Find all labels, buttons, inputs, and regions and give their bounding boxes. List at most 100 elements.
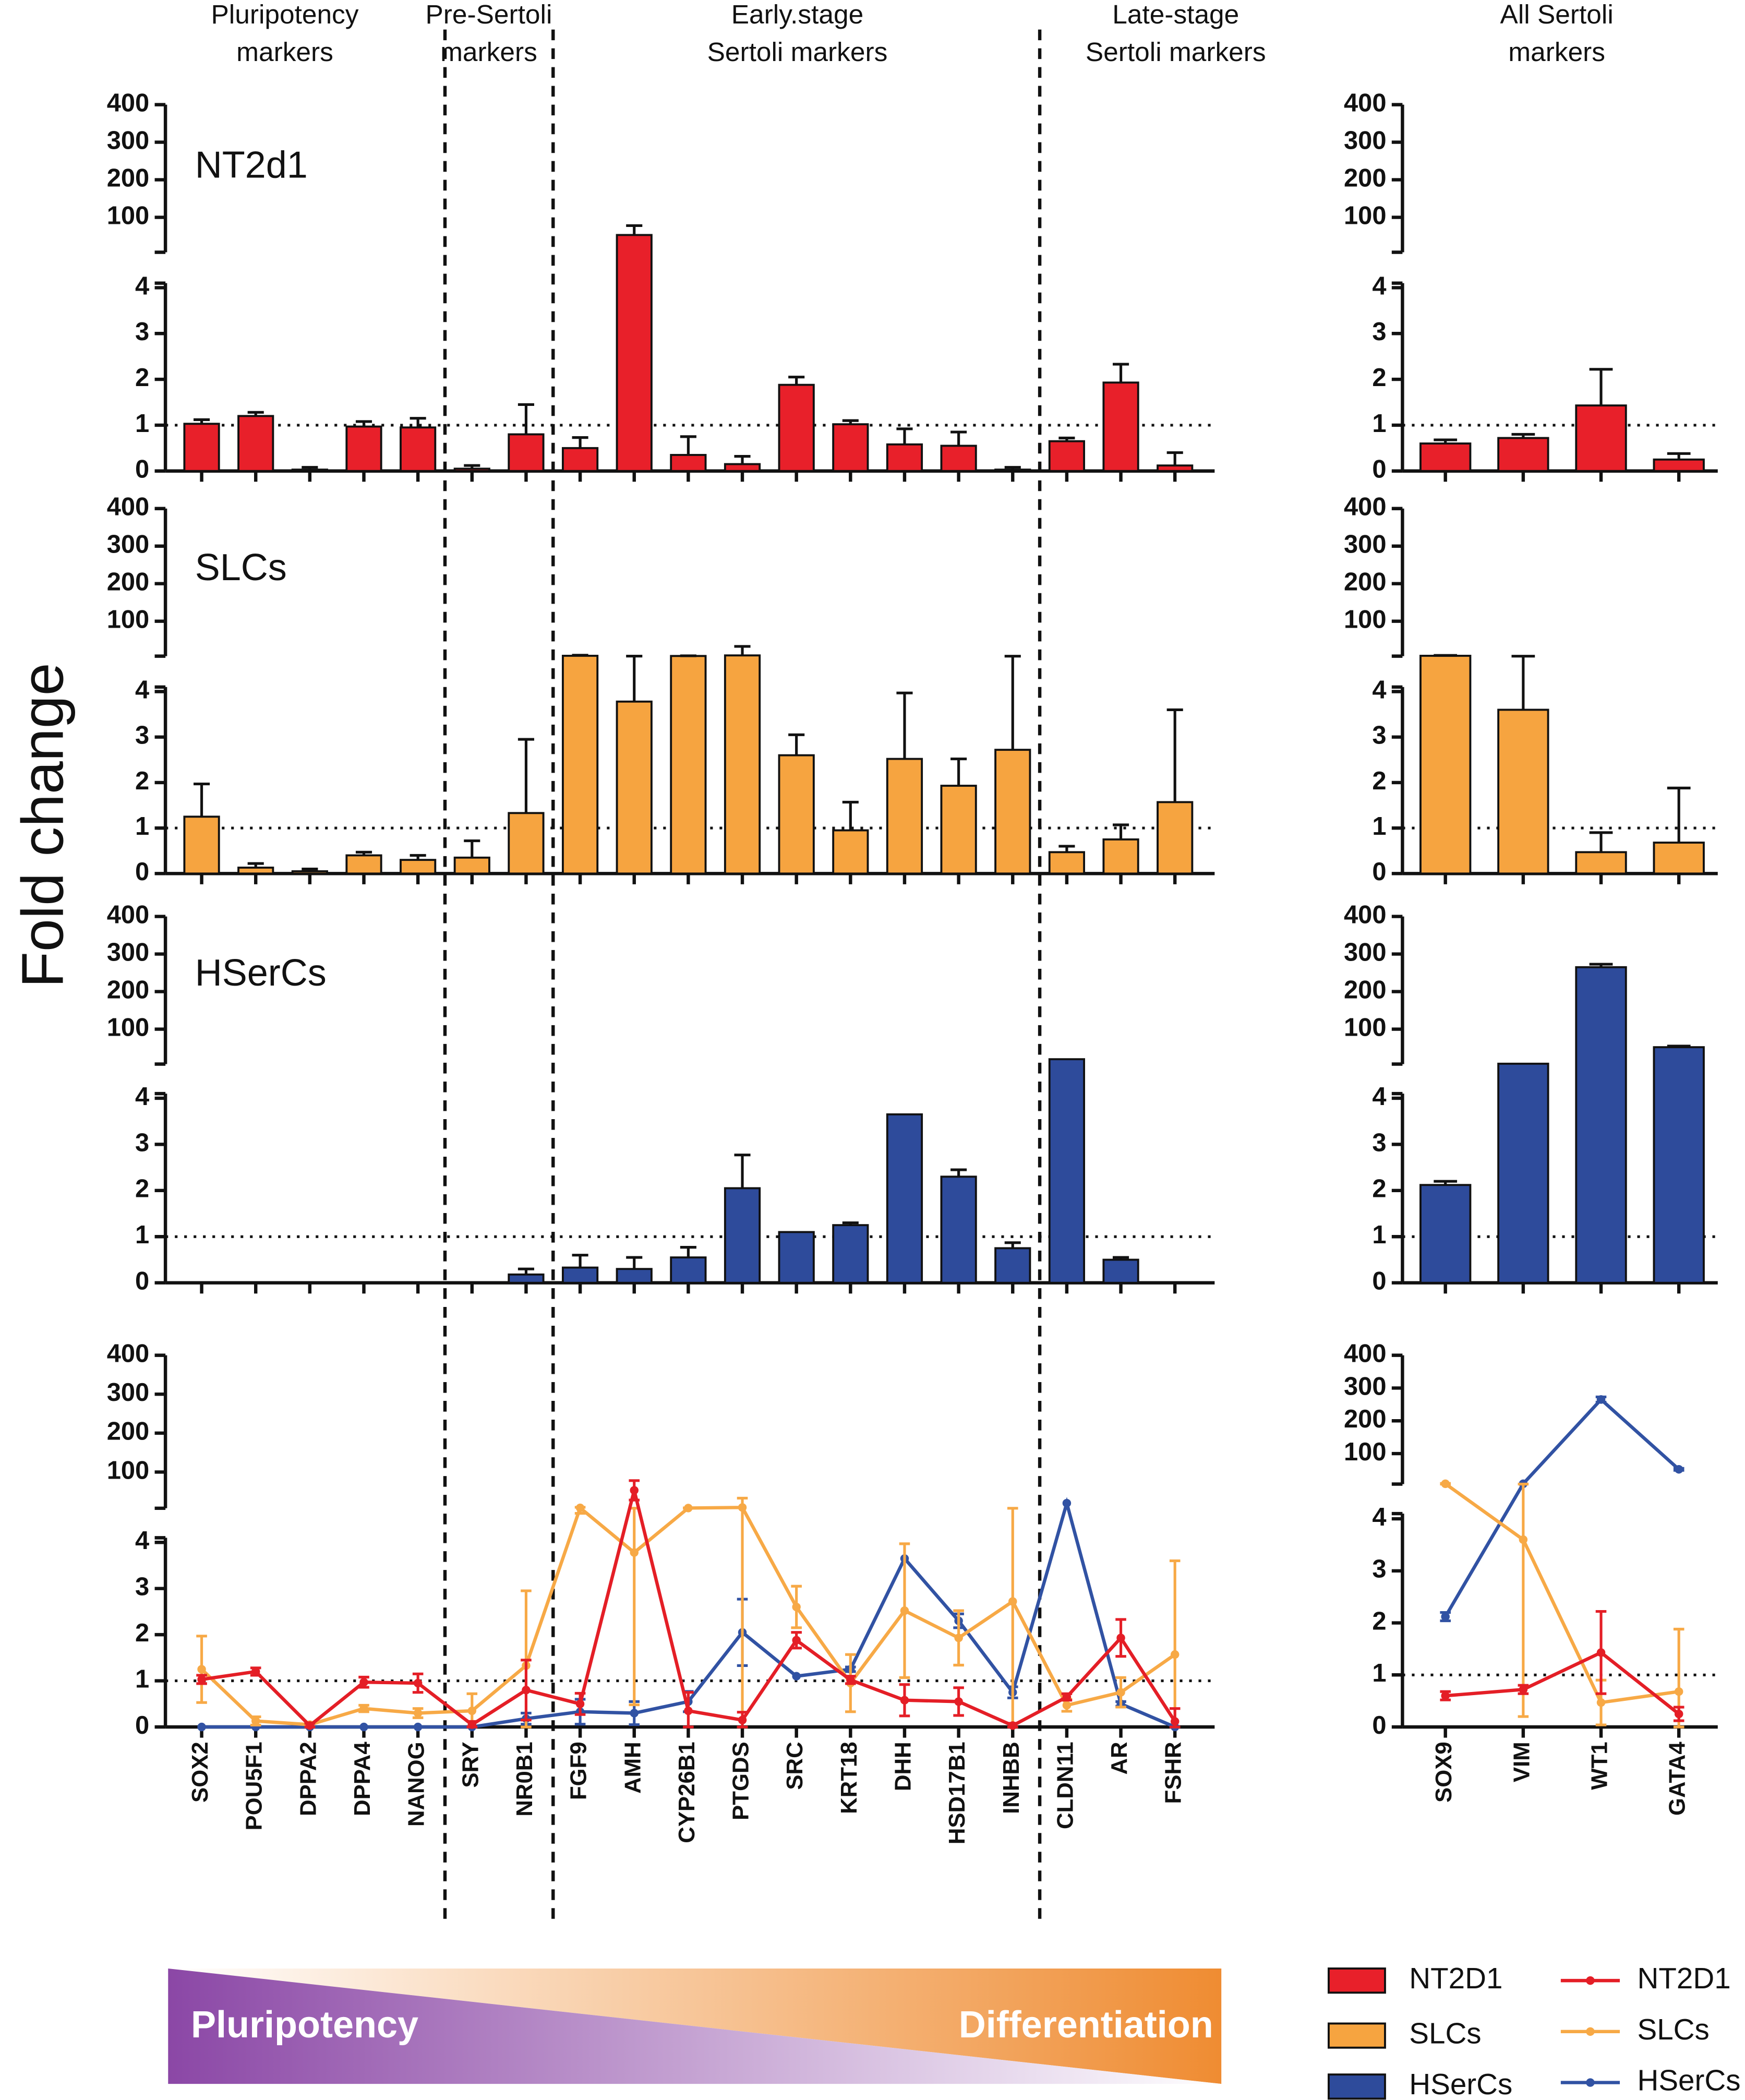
y-tick-label: 0 — [1372, 1711, 1386, 1739]
x-tick-label: FSHR — [1161, 1742, 1186, 1804]
bar — [1102, 1258, 1139, 1284]
line-marker — [1674, 1709, 1683, 1719]
line-marker — [251, 1667, 260, 1676]
y-tick-label: 400 — [107, 493, 150, 521]
x-tick-label: DPPA4 — [350, 1742, 375, 1816]
bar — [994, 469, 1031, 472]
bar — [832, 829, 869, 875]
bar — [1419, 1184, 1472, 1284]
y-tick-label: 300 — [107, 938, 150, 966]
error-bar — [194, 418, 210, 424]
section-title-line: Sertoli markers — [707, 36, 888, 66]
section-title-line: Pluripotency — [211, 0, 359, 29]
y-tick-label: 0 — [135, 1267, 149, 1295]
bar — [453, 856, 490, 875]
panel-label: HSerCs — [195, 952, 327, 994]
section-title: Late-stage Sertoli markers — [1086, 0, 1266, 66]
y-tick-label: 200 — [107, 1418, 150, 1446]
bar — [724, 1187, 761, 1284]
line-marker — [846, 1675, 855, 1685]
error-bar — [302, 466, 318, 470]
bar — [400, 426, 437, 472]
y-tick-label: 100 — [1344, 201, 1387, 230]
y-tick-label: 2 — [1372, 1175, 1386, 1203]
y-tick-label: 300 — [1344, 938, 1387, 966]
line-marker — [1062, 1701, 1072, 1710]
x-tick-label: CLDN11 — [1052, 1742, 1078, 1829]
bar — [724, 463, 761, 472]
error-bar — [1113, 363, 1129, 383]
line-marker — [1596, 1648, 1606, 1657]
y-tick-label: 2 — [1372, 767, 1386, 795]
bar — [616, 234, 653, 472]
line-marker — [792, 1636, 801, 1645]
x-tick-label: AMH — [620, 1742, 645, 1794]
y-tick-label: 400 — [1344, 1340, 1387, 1368]
y-tick-label: 4 — [135, 272, 149, 300]
y-tick-label: 300 — [1344, 126, 1387, 154]
line-marker — [792, 1602, 801, 1612]
y-tick-label: 4 — [135, 1083, 149, 1111]
y-tick-label: 200 — [1344, 976, 1387, 1004]
bar — [291, 469, 328, 472]
y-tick-label: 100 — [1344, 1438, 1387, 1466]
line-marker — [900, 1606, 909, 1615]
line-marker — [413, 1678, 423, 1688]
x-tick-label: INHBB — [998, 1742, 1024, 1814]
line-marker — [630, 1486, 639, 1495]
gradient-label: Differentiation — [959, 2004, 1213, 2046]
line-marker — [630, 1709, 639, 1718]
y-tick-label: 2 — [135, 1175, 149, 1203]
error-bar — [842, 1221, 859, 1226]
y-tick-label: 4 — [1372, 676, 1386, 704]
error-bar — [1166, 451, 1183, 466]
y-tick-label: 200 — [1344, 164, 1387, 192]
y-tick-label: 3 — [135, 318, 149, 346]
line-marker — [738, 1715, 747, 1724]
bar — [994, 1247, 1031, 1284]
error-bar — [734, 455, 751, 464]
line-marker — [1008, 1597, 1017, 1606]
section-title: Early.stage Sertoli markers — [707, 0, 888, 66]
bar — [1497, 1062, 1549, 1284]
error-bar — [734, 645, 751, 656]
line-marker — [1116, 1634, 1125, 1642]
error-bar — [950, 757, 967, 786]
error-bar — [1058, 436, 1075, 441]
bar — [1102, 381, 1139, 472]
bar — [886, 1113, 923, 1284]
bar — [1048, 440, 1086, 472]
bar — [1575, 966, 1627, 1284]
y-tick-label: 200 — [107, 976, 150, 1004]
line-marker — [1441, 1479, 1450, 1489]
y-tick-label: 4 — [1372, 1083, 1386, 1111]
y-tick-label: 0 — [135, 1711, 149, 1739]
error-bar — [1589, 368, 1613, 406]
y-tick-label: 2 — [135, 767, 149, 795]
x-tick-label: DHH — [890, 1742, 916, 1791]
bar — [778, 383, 815, 472]
bar — [508, 433, 545, 472]
error-bar — [842, 419, 859, 425]
error-bar — [518, 738, 534, 813]
bar — [1048, 1058, 1086, 1284]
y-tick-label: 100 — [107, 606, 150, 634]
legend-label: NT2D1 — [1409, 1962, 1502, 1995]
y-tick-label: 3 — [135, 1129, 149, 1157]
error-bar — [629, 1507, 640, 1707]
error-bar — [1589, 963, 1613, 967]
legend-marker — [1586, 2027, 1595, 2036]
legend-swatch — [1328, 2022, 1386, 2049]
x-tick-label: PTGDS — [728, 1742, 754, 1820]
y-tick-label: 2 — [135, 364, 149, 392]
y-tick-label: 0 — [135, 858, 149, 886]
error-bar — [1511, 655, 1535, 710]
line-marker — [684, 1504, 693, 1513]
line-marker — [413, 1722, 423, 1732]
y-tick-label: 200 — [1344, 1405, 1387, 1433]
bar — [453, 467, 490, 472]
y-tick-label: 1 — [135, 410, 149, 438]
y-tick-label: 4 — [1372, 1503, 1386, 1531]
bar — [1497, 709, 1549, 875]
